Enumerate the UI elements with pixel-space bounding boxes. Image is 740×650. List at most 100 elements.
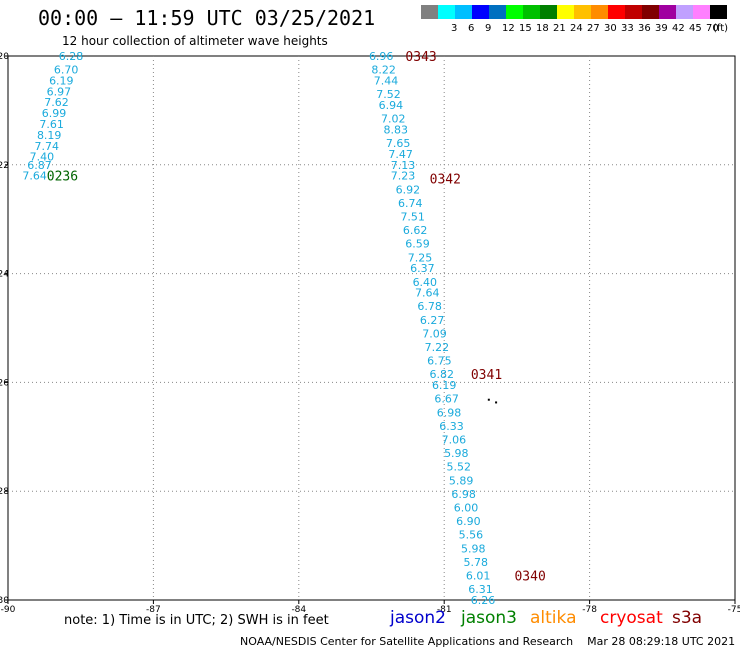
wave-height-value: 7.65 <box>386 137 411 150</box>
wave-height-value: 7.40 <box>30 151 55 164</box>
wave-height-value: 5.98 <box>444 447 469 460</box>
wave-height-value: 8.83 <box>383 123 408 136</box>
wave-height-value: 7.64 <box>415 287 440 300</box>
wave-height-value: 6.33 <box>439 420 464 433</box>
legend-swatch <box>438 5 455 19</box>
wave-height-value: 6.74 <box>398 197 423 210</box>
wave-height-value: 6.90 <box>456 515 481 528</box>
legend-swatch <box>676 5 693 19</box>
legend-label: 9 <box>485 23 492 34</box>
wave-height-value: 7.47 <box>388 148 413 161</box>
wave-height-value: 6.67 <box>434 393 459 406</box>
x-tick-label: -90 <box>1 605 16 615</box>
legend-swatch <box>642 5 659 19</box>
credit-timestamp: Mar 28 08:29:18 UTC 2021 <box>587 635 736 648</box>
wave-height-value: 5.89 <box>449 474 474 487</box>
wave-height-value: 8.19 <box>37 129 62 142</box>
wave-height-value: 6.40 <box>413 276 438 289</box>
x-tick-label: -87 <box>146 605 161 615</box>
footer-credit: NOAA/NESDIS Center for Satellite Applica… <box>240 635 735 648</box>
wave-height-value: 7.06 <box>442 434 467 447</box>
wave-height-value: 6.94 <box>379 99 404 112</box>
wave-height-value: 6.59 <box>405 238 430 251</box>
page-title: 00:00 – 11:59 UTC 03/25/2021 <box>38 6 376 30</box>
legend-label: 15 <box>519 23 532 34</box>
wave-height-value: 7.64 <box>22 170 47 183</box>
legend-label: 42 <box>672 23 685 34</box>
wave-height-value: 8.22 <box>371 64 396 77</box>
wave-height-value: 5.52 <box>446 461 471 474</box>
wave-height-value: 6.26 <box>471 594 496 607</box>
wave-height-value: 6.27 <box>420 314 445 327</box>
wave-height-value: 6.96 <box>369 50 394 63</box>
legend-swatch <box>710 5 727 19</box>
wave-height-value: 6.01 <box>466 570 491 583</box>
wave-height-value: 6.82 <box>430 368 455 381</box>
wave-height-value: 6.98 <box>437 406 462 419</box>
y-tick-label: -24 <box>0 270 9 280</box>
legend-swatch <box>523 5 540 19</box>
wave-height-value: 6.87 <box>27 159 52 172</box>
legend-unit: (ft) <box>713 23 729 34</box>
data-dot <box>495 401 498 404</box>
legend-swatch <box>455 5 472 19</box>
wave-height-value: 7.22 <box>425 341 450 354</box>
legend-swatch <box>591 5 608 19</box>
legend-label: 6 <box>468 23 475 34</box>
wave-height-value: 7.02 <box>381 113 406 126</box>
satellite-altika: altika <box>530 608 577 628</box>
wave-height-value: 6.78 <box>417 300 442 313</box>
wave-height-value: 6.31 <box>468 583 493 596</box>
legend-swatch <box>693 5 710 19</box>
wave-height-value: 7.44 <box>374 74 399 87</box>
legend-swatch <box>574 5 591 19</box>
legend-swatch <box>472 5 489 19</box>
page-subtitle: 12 hour collection of altimeter wave hei… <box>62 34 328 48</box>
satellite-jason2: jason2 <box>390 608 446 628</box>
legend-label: 21 <box>553 23 566 34</box>
x-tick-label: -75 <box>728 605 740 615</box>
legend-label: 30 <box>604 23 617 34</box>
legend-label: 27 <box>587 23 600 34</box>
legend-swatch <box>608 5 625 19</box>
legend-label: 45 <box>689 23 702 34</box>
y-tick-label: -22 <box>0 161 9 171</box>
wave-height-value: 5.78 <box>463 556 488 569</box>
legend-label: 70 <box>706 23 719 34</box>
footer-note: note: 1) Time is in UTC; 2) SWH is in fe… <box>64 613 329 628</box>
wave-height-value: 6.19 <box>49 74 74 87</box>
pass-time-label: 0340 <box>514 570 545 585</box>
x-tick-label: -78 <box>582 605 597 615</box>
pass-time-label: 0342 <box>430 172 461 187</box>
x-tick-label: -84 <box>291 605 306 615</box>
legend-swatch <box>540 5 557 19</box>
data-dot <box>487 398 490 401</box>
y-tick-label: -20 <box>0 52 9 62</box>
y-tick-label: -28 <box>0 487 9 497</box>
y-tick-label: -30 <box>0 596 9 606</box>
legend-label: 39 <box>655 23 668 34</box>
x-tick-label: -81 <box>437 605 452 615</box>
pass-time-label: 0236 <box>47 170 78 185</box>
legend-swatch <box>659 5 676 19</box>
wave-height-value: 5.56 <box>459 529 484 542</box>
y-tick-label: -26 <box>0 378 9 388</box>
wave-height-value: 6.97 <box>47 85 72 98</box>
wave-height-value: 7.52 <box>376 88 401 101</box>
map-frame <box>7 55 736 601</box>
wave-height-value: 6.99 <box>42 107 67 120</box>
legend-label: 24 <box>570 23 583 34</box>
wave-height-value: 6.00 <box>454 502 479 515</box>
credit-text: NOAA/NESDIS Center for Satellite Applica… <box>240 635 574 648</box>
legend-swatch <box>421 5 438 19</box>
satellite-cryosat: cryosat <box>600 608 663 628</box>
wave-height-value: 7.61 <box>39 118 64 131</box>
pass-time-label: 0341 <box>471 368 502 383</box>
wave-height-value: 6.98 <box>451 488 476 501</box>
satellite-jason3: jason3 <box>461 608 517 628</box>
wave-height-value: 7.23 <box>391 170 416 183</box>
legend-swatch <box>489 5 506 19</box>
wave-height-value: 6.92 <box>396 183 421 196</box>
